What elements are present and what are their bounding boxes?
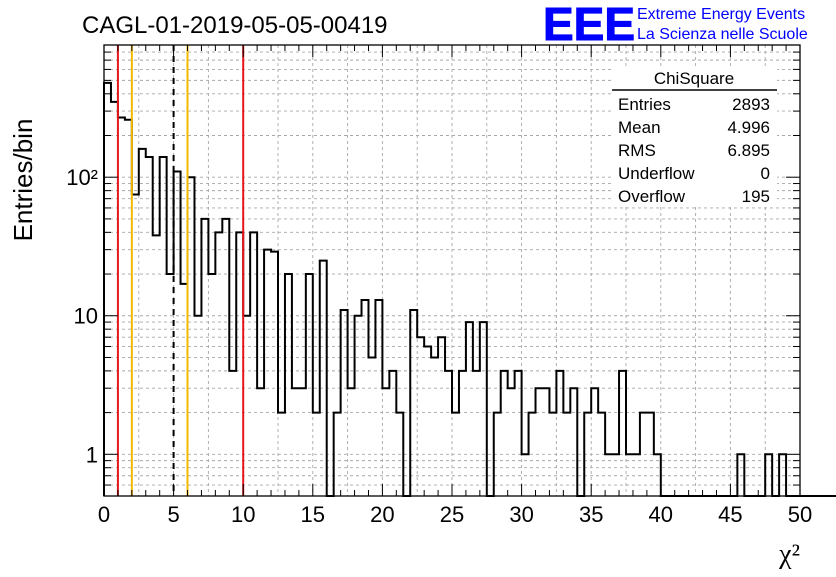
reference-lines xyxy=(116,45,245,496)
y-tick-label: 1 xyxy=(86,442,98,467)
chart-title: CAGL-01-2019-05-05-00419 xyxy=(82,12,388,39)
y-axis-label: Entries/bin xyxy=(8,119,38,242)
stats-row-label: Underflow xyxy=(618,164,695,183)
histogram xyxy=(103,81,836,497)
stats-row-value: 195 xyxy=(742,187,770,206)
stats-row-value: 4.996 xyxy=(727,118,770,137)
stats-row-label: Entries xyxy=(618,95,671,114)
stats-rows: Entries 2893 Mean 4.996 RMS 6.895 Underflow 0 Ov… xyxy=(618,95,770,206)
stats-row-label: RMS xyxy=(618,141,656,160)
stats-row-label: Mean xyxy=(618,118,661,137)
x-tick-label: 5 xyxy=(167,502,179,527)
x-tick-label: 15 xyxy=(301,502,325,527)
logo-line2: La Scienza nelle Scuole xyxy=(637,26,808,43)
y-tick-label: 10² xyxy=(66,165,98,190)
stats-row-value: 0 xyxy=(761,164,770,183)
stats-row-value: 2893 xyxy=(732,95,770,114)
stats-row-value: 6.895 xyxy=(727,141,770,160)
stats-box: ChiSquare Entries 2893 Mean 4.996 RMS 6.895 Un… xyxy=(612,66,777,206)
x-tick-label: 35 xyxy=(579,502,603,527)
x-tick-label: 50 xyxy=(788,502,812,527)
stats-row-label: Overflow xyxy=(618,187,686,206)
x-tick-label: 30 xyxy=(509,502,533,527)
stats-box-title: ChiSquare xyxy=(654,69,734,88)
x-tick-label: 0 xyxy=(98,502,110,527)
x-axis-label: χ² xyxy=(778,539,800,570)
x-tick-label: 25 xyxy=(440,502,464,527)
histogram-outline xyxy=(103,81,836,497)
eee-logo: EEE Extreme Energy Events La Scienza nel… xyxy=(543,0,808,51)
x-tick-label: 20 xyxy=(370,502,394,527)
y-tick-label: 10 xyxy=(74,304,98,329)
logo-line1: Extreme Energy Events xyxy=(637,6,805,23)
axis-ticks: 0 5 10 15 20 25 30 35 40 45 50 1 10 10² xyxy=(66,44,812,527)
x-tick-label: 40 xyxy=(649,502,673,527)
logo-mark: EEE xyxy=(543,0,635,50)
x-tick-label: 10 xyxy=(231,502,255,527)
x-tick-label: 45 xyxy=(718,502,742,527)
